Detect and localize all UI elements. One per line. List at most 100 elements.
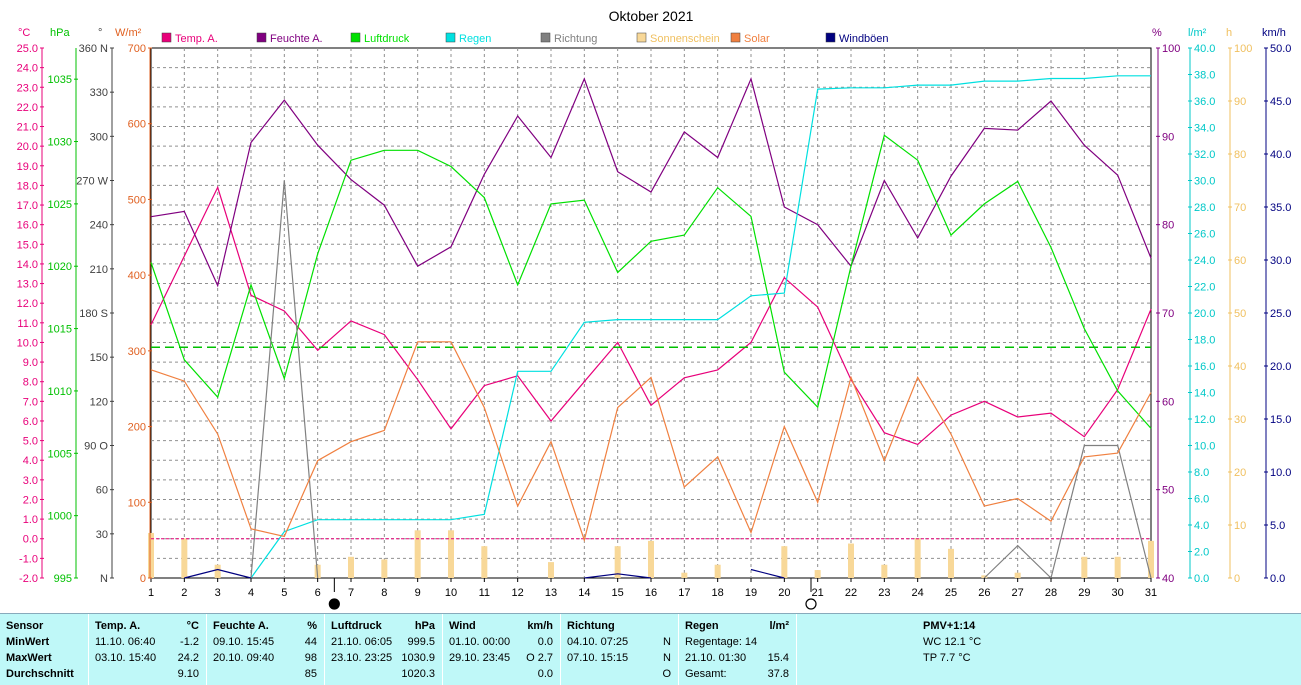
sunshine-tick-label: 90 (1234, 96, 1246, 108)
temp-tick-label: 25.0 (17, 43, 38, 55)
temp-tick-label: 10.0 (17, 337, 38, 349)
chart-title: Oktober 2021 (609, 8, 694, 24)
humidity-tick-label: 90 (1162, 131, 1174, 143)
stats-table: Sensor MinWert MaxWert Durchschnitt Temp… (0, 613, 1301, 685)
x-tick-label: 13 (545, 587, 557, 599)
series-solar (150, 341, 1152, 543)
direction-tick-label: 150 (90, 352, 108, 364)
temp-tick-label: 0.0 (23, 534, 38, 546)
temp-tick-label: 1.0 (23, 514, 38, 526)
sunshine-bar (814, 570, 821, 578)
direction-tick-label: 270 W (76, 176, 108, 188)
temp-unit: °C (18, 27, 30, 39)
rain-tick-label: 34.0 (1194, 123, 1215, 135)
sunshine-bar (981, 575, 988, 578)
direction-min-value: N (663, 636, 671, 648)
wind-tick-label: 40.0 (1270, 149, 1291, 161)
sunshine-bar (181, 538, 188, 578)
temp-tick-label: 7.0 (23, 396, 38, 408)
x-tick-label: 2 (181, 587, 187, 599)
legend-label: Regen (459, 33, 491, 45)
rain-max-time: 21.10. 01:30 (685, 652, 747, 664)
plot-grid (150, 47, 1152, 579)
legend-swatch (445, 32, 456, 43)
rain-tick-label: 16.0 (1194, 361, 1215, 373)
wind-tick-label: 45.0 (1270, 96, 1291, 108)
temp-tick-label: 13.0 (17, 279, 38, 291)
pressure-tick-label: 1030 (48, 137, 72, 149)
solar-tick-label: 200 (128, 422, 146, 434)
direction-tick-label: 210 (90, 264, 108, 276)
solar-tick-label: 400 (128, 270, 146, 282)
x-tick-label: 5 (281, 587, 287, 599)
pressure-header: Luftdruck (331, 620, 382, 632)
x-tick-label: 8 (381, 587, 387, 599)
weather-chart: 1 2 3 4 5 6 7 8 9 10 11 12 13 14 15 16 17 18 19 20 21 22 23 24 2… (17, 8, 1291, 610)
humidity-tick-label: 100 (1162, 43, 1180, 55)
temp-tick-label: 20.0 (17, 141, 38, 153)
pressure-tick-label: 1035 (48, 74, 72, 86)
rain-tick-label: 12.0 (1194, 414, 1215, 426)
wind-avg-value: 0.0 (537, 668, 553, 680)
rain-tick-label: 4.0 (1194, 520, 1209, 532)
sunshine-bar (714, 564, 721, 578)
x-tick-label: 19 (745, 587, 757, 599)
sunshine-bar (914, 538, 921, 578)
pressure-tick-label: 1000 (48, 511, 72, 523)
wind-tick-label: 50.0 (1270, 43, 1291, 55)
temp-tick-label: 16.0 (17, 220, 38, 232)
x-tick-label: 24 (912, 587, 924, 599)
series-richtung (250, 180, 1152, 580)
direction-tick-label: 30 (96, 529, 108, 541)
sunshine-bar (214, 564, 221, 578)
sunshine-bar (948, 548, 954, 578)
rain-tick-label: 14.0 (1194, 388, 1215, 400)
sunshine-bar (648, 540, 654, 578)
pressure-max-value: 1030.9 (401, 652, 435, 664)
rain-header-unit: l/m² (769, 620, 789, 632)
series-feuchte-a- (150, 77, 1152, 288)
sunshine-tick-label: 20 (1234, 467, 1246, 479)
direction-tick-label: 90 O (84, 441, 108, 453)
sunshine-bar (1148, 540, 1154, 578)
legend-label: Richtung (554, 33, 597, 45)
x-tick-label: 7 (348, 587, 354, 599)
rain-tick-label: 28.0 (1194, 202, 1215, 214)
direction-unit: ° (98, 27, 102, 39)
direction-header: Richtung (567, 620, 615, 632)
humidity-max-time: 20.10. 09:40 (213, 652, 275, 664)
row-min-label: MinWert (6, 636, 50, 648)
temp-header-unit: °C (186, 620, 199, 632)
wind-tick-label: 35.0 (1270, 202, 1291, 214)
sunshine-tick-label: 100 (1234, 43, 1252, 55)
wind-min-value: 0.0 (537, 636, 553, 648)
stats-col-temp: Temp. A. °C 11.10. 06:40 -1.2 03.10. 15:40… (89, 614, 205, 685)
temp-min-value: -1.2 (180, 636, 199, 648)
humidity-avg-value: 85 (304, 668, 317, 680)
rain-total-value: 37.8 (767, 668, 789, 680)
temp-tick-label: 22.0 (17, 102, 38, 114)
sunshine-bar (881, 564, 888, 578)
pmv-wc: WC 12.1 °C (923, 636, 982, 648)
temp-tick-label: 4.0 (23, 455, 38, 467)
x-tick-label: 10 (445, 587, 457, 599)
rain-max-value: 15.4 (767, 652, 789, 664)
legend: Temp. A. Feuchte A. Luftdruck Regen Richtung… (161, 32, 889, 45)
x-tick-label: 9 (415, 587, 421, 599)
x-tick-label: 22 (845, 587, 857, 599)
pressure-tick-label: 1025 (48, 199, 72, 211)
full-moon-icon (328, 598, 340, 610)
stats-col-pmv: PMV+1:14 WC 12.1 °C TP 7.7 °C (797, 614, 1097, 685)
humidity-unit: % (1152, 27, 1162, 39)
pressure-header-unit: hPa (414, 620, 435, 632)
rain-tick-label: 36.0 (1194, 96, 1215, 108)
legend-label: Temp. A. (175, 33, 218, 45)
legend-swatch (730, 32, 741, 43)
direction-avg-value: O (662, 668, 671, 680)
rain-tick-label: 24.0 (1194, 255, 1215, 267)
humidity-tick-label: 80 (1162, 220, 1174, 232)
x-tick-label: 21 (812, 587, 824, 599)
x-tick-label: 25 (945, 587, 957, 599)
temp-tick-label: 24.0 (17, 63, 38, 75)
humidity-min-time: 09.10. 15:45 (213, 636, 275, 648)
